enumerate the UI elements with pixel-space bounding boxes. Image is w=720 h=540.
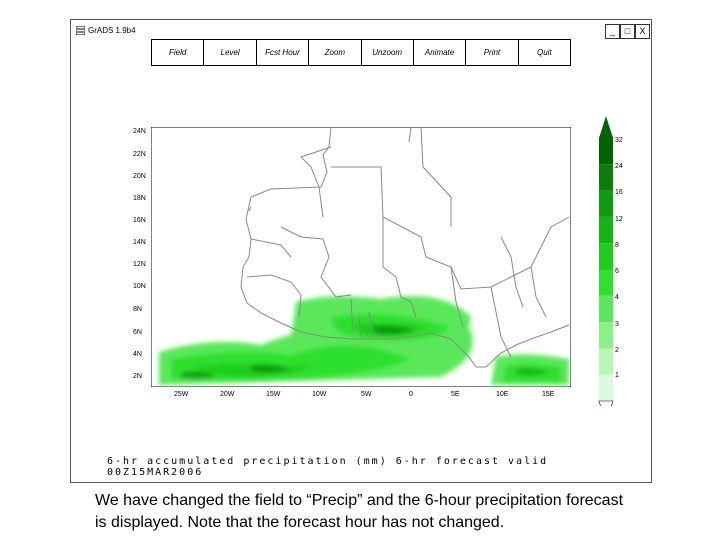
- lon-label: 15E: [542, 391, 555, 398]
- plot-footer-title: 6-hr accumulated precipitation (mm) 6-hr…: [107, 456, 549, 478]
- unzoom-button[interactable]: Unzoom: [362, 40, 414, 65]
- colorbar-label: 4: [615, 294, 619, 301]
- lon-label: 10W: [312, 391, 327, 398]
- colorbar-segment: [599, 138, 613, 165]
- grads-window: GrADS 1.9b4 _ □ X Field Level Fcst Hour …: [70, 19, 652, 483]
- precip-field: [159, 296, 569, 385]
- lon-label: 5W: [361, 391, 372, 398]
- level-button[interactable]: Level: [204, 40, 257, 65]
- app-icon: [76, 26, 85, 35]
- print-button[interactable]: Print: [466, 40, 519, 65]
- maximize-button[interactable]: □: [620, 24, 635, 39]
- colorbar-segment: [599, 190, 613, 217]
- lat-label: 18N: [133, 195, 146, 202]
- coastlines: [240, 127, 570, 368]
- menu-bar: Field Level Fcst Hour Zoom Unzoom Animat…: [151, 39, 571, 66]
- window-title: GrADS 1.9b4: [88, 26, 136, 35]
- lon-label: 20W: [220, 391, 235, 398]
- zoom-button[interactable]: Zoom: [309, 40, 362, 65]
- lat-label: 14N: [133, 239, 146, 246]
- colorbar-segment: [599, 374, 613, 401]
- lat-label: 16N: [133, 217, 146, 224]
- lon-label: 5E: [451, 391, 460, 398]
- colorbar-label: 16: [615, 189, 623, 196]
- colorbar-label: 3: [615, 321, 619, 328]
- lon-label: 10E: [496, 391, 509, 398]
- close-button[interactable]: X: [635, 24, 650, 39]
- colorbar-label: 24: [615, 163, 623, 170]
- lat-label: 20N: [133, 173, 146, 180]
- animate-button[interactable]: Animate: [414, 40, 467, 65]
- lon-label: 15W: [266, 391, 281, 398]
- colorbar-top-arrow: [599, 116, 613, 138]
- colorbar-label: 1: [615, 372, 619, 379]
- colorbar-label: 12: [615, 216, 623, 223]
- colorbar-segment: [599, 243, 613, 270]
- lat-label: 12N: [133, 261, 146, 268]
- precip-map: [151, 127, 571, 387]
- lat-label: 4N: [133, 351, 142, 358]
- colorbar-bottom-arrow: [598, 400, 614, 406]
- lon-label: 25W: [174, 391, 189, 398]
- lat-label: 22N: [133, 151, 146, 158]
- colorbar-label: 2: [615, 347, 619, 354]
- colorbar-segment: [599, 164, 613, 191]
- colorbar-label: 6: [615, 268, 619, 275]
- lat-label: 8N: [133, 306, 142, 313]
- field-button[interactable]: Field: [152, 40, 205, 65]
- slide-caption: We have changed the field to “Precip” an…: [95, 492, 624, 531]
- colorbar-segment: [599, 348, 613, 375]
- lat-label: 24N: [133, 128, 146, 135]
- quit-button[interactable]: Quit: [536, 48, 552, 57]
- colorbar-segment: [599, 322, 613, 349]
- colorbar-label: 8: [615, 242, 619, 249]
- colorbar-segment: [599, 216, 613, 244]
- colorbar-segment: [599, 269, 613, 296]
- lat-label: 2N: [133, 373, 142, 380]
- colorbar: [598, 116, 614, 406]
- title-bar[interactable]: GrADS 1.9b4 _ □ X: [71, 20, 651, 42]
- lon-label: 0: [409, 391, 413, 398]
- fcst-hour-button[interactable]: Fcst Hour: [257, 40, 310, 65]
- lat-label: 10N: [133, 283, 146, 290]
- minimize-button[interactable]: _: [605, 24, 620, 39]
- colorbar-label: 32: [615, 137, 623, 144]
- lat-label: 6N: [133, 329, 142, 336]
- colorbar-segment: [599, 295, 613, 323]
